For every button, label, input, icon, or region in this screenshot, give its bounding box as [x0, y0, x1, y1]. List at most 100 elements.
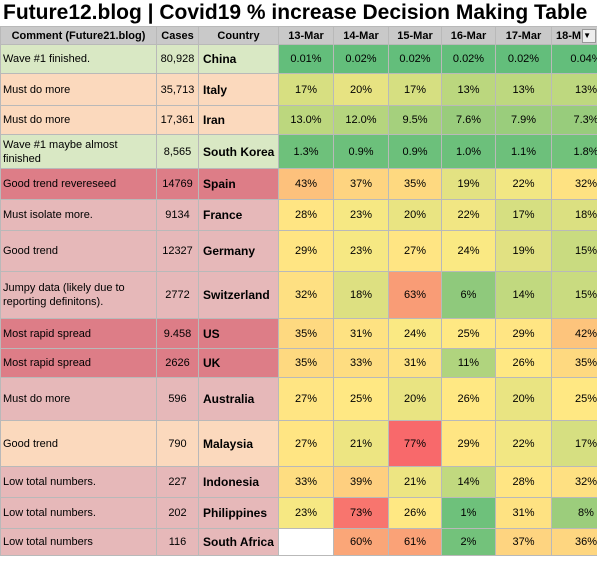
comment-cell[interactable]: Wave #1 maybe almost finished — [0, 134, 157, 169]
percent-increase-cell[interactable]: 23% — [333, 230, 389, 272]
header-cases[interactable]: Cases — [156, 26, 199, 45]
comment-cell[interactable]: Most rapid spread — [0, 348, 157, 378]
percent-increase-cell[interactable]: 27% — [278, 420, 334, 467]
percent-increase-cell[interactable]: 29% — [495, 318, 552, 349]
percent-increase-cell[interactable]: 20% — [333, 73, 389, 106]
country-cell[interactable]: China — [198, 44, 279, 74]
cases-cell[interactable]: 17,361 — [156, 105, 199, 135]
percent-increase-cell[interactable]: 33% — [278, 466, 334, 498]
percent-increase-cell[interactable]: 25% — [551, 377, 597, 421]
percent-increase-cell[interactable]: 23% — [278, 497, 334, 529]
percent-increase-cell[interactable]: 0.02% — [333, 44, 389, 74]
percent-increase-cell[interactable]: 25% — [441, 318, 496, 349]
country-cell[interactable]: Iran — [198, 105, 279, 135]
percent-increase-cell[interactable]: 17% — [278, 73, 334, 106]
percent-increase-cell[interactable]: 8% — [551, 497, 597, 529]
comment-cell[interactable]: Low total numbers — [0, 528, 157, 556]
percent-increase-cell[interactable]: 77% — [388, 420, 442, 467]
percent-increase-cell[interactable]: 7.9% — [495, 105, 552, 135]
country-cell[interactable]: South Korea — [198, 134, 279, 169]
comment-cell[interactable]: Low total numbers. — [0, 497, 157, 529]
cases-cell[interactable]: 2626 — [156, 348, 199, 378]
country-cell[interactable]: Spain — [198, 168, 279, 200]
country-cell[interactable]: Indonesia — [198, 466, 279, 498]
cases-cell[interactable]: 80,928 — [156, 44, 199, 74]
percent-increase-cell[interactable]: 32% — [278, 271, 334, 319]
percent-increase-cell[interactable]: 43% — [278, 168, 334, 200]
percent-increase-cell[interactable]: 20% — [495, 377, 552, 421]
cases-cell[interactable]: 9134 — [156, 199, 199, 231]
percent-increase-cell[interactable]: 26% — [388, 497, 442, 529]
cases-cell[interactable]: 12327 — [156, 230, 199, 272]
percent-increase-cell[interactable]: 20% — [388, 377, 442, 421]
percent-increase-cell[interactable]: 32% — [551, 168, 597, 200]
comment-cell[interactable]: Must isolate more. — [0, 199, 157, 231]
comment-cell[interactable]: Good trend — [0, 230, 157, 272]
percent-increase-cell[interactable]: 42% — [551, 318, 597, 349]
country-cell[interactable]: Germany — [198, 230, 279, 272]
cases-cell[interactable]: 8,565 — [156, 134, 199, 169]
cases-cell[interactable]: 2772 — [156, 271, 199, 319]
percent-increase-cell[interactable]: 26% — [495, 348, 552, 378]
percent-increase-cell[interactable]: 14% — [441, 466, 496, 498]
percent-increase-cell[interactable]: 1.1% — [495, 134, 552, 169]
cases-cell[interactable]: 116 — [156, 528, 199, 556]
percent-increase-cell[interactable]: 61% — [388, 528, 442, 556]
header-date-13-mar[interactable]: 13-Mar — [278, 26, 334, 45]
percent-increase-cell[interactable]: 21% — [388, 466, 442, 498]
percent-increase-cell[interactable]: 7.3% — [551, 105, 597, 135]
percent-increase-cell[interactable]: 37% — [495, 528, 552, 556]
percent-increase-cell[interactable]: 24% — [441, 230, 496, 272]
comment-cell[interactable]: Low total numbers. — [0, 466, 157, 498]
percent-increase-cell[interactable]: 1.8% — [551, 134, 597, 169]
percent-increase-cell[interactable]: 13.0% — [278, 105, 334, 135]
country-cell[interactable]: South Africa — [198, 528, 279, 556]
percent-increase-cell[interactable]: 22% — [441, 199, 496, 231]
comment-cell[interactable]: Must do more — [0, 73, 157, 106]
comment-cell[interactable]: Wave #1 finished. — [0, 44, 157, 74]
percent-increase-cell[interactable]: 27% — [278, 377, 334, 421]
percent-increase-cell[interactable]: 27% — [388, 230, 442, 272]
country-cell[interactable]: Switzerland — [198, 271, 279, 319]
country-cell[interactable]: Philippines — [198, 497, 279, 529]
cases-cell[interactable]: 227 — [156, 466, 199, 498]
percent-increase-cell[interactable]: 60% — [333, 528, 389, 556]
percent-increase-cell[interactable]: 28% — [278, 199, 334, 231]
comment-cell[interactable]: Good trend revereseed — [0, 168, 157, 200]
country-cell[interactable]: Australia — [198, 377, 279, 421]
percent-increase-cell[interactable]: 24% — [388, 318, 442, 349]
filter-dropdown-icon[interactable]: ▼ — [582, 28, 597, 43]
percent-increase-cell[interactable]: 0.01% — [278, 44, 334, 74]
percent-increase-cell[interactable]: 31% — [333, 318, 389, 349]
percent-increase-cell[interactable]: 21% — [333, 420, 389, 467]
percent-increase-cell[interactable]: 13% — [495, 73, 552, 106]
percent-increase-cell[interactable]: 17% — [388, 73, 442, 106]
percent-increase-cell[interactable]: 35% — [278, 348, 334, 378]
percent-increase-cell[interactable]: 31% — [388, 348, 442, 378]
percent-increase-cell[interactable] — [278, 528, 334, 556]
percent-increase-cell[interactable]: 36% — [551, 528, 597, 556]
percent-increase-cell[interactable]: 19% — [495, 230, 552, 272]
header-date-16-mar[interactable]: 16-Mar — [441, 26, 496, 45]
cases-cell[interactable]: 202 — [156, 497, 199, 529]
percent-increase-cell[interactable]: 11% — [441, 348, 496, 378]
cases-cell[interactable]: 14769 — [156, 168, 199, 200]
percent-increase-cell[interactable]: 18% — [333, 271, 389, 319]
percent-increase-cell[interactable]: 7.6% — [441, 105, 496, 135]
comment-cell[interactable]: Most rapid spread — [0, 318, 157, 349]
percent-increase-cell[interactable]: 0.02% — [441, 44, 496, 74]
percent-increase-cell[interactable]: 73% — [333, 497, 389, 529]
cases-cell[interactable]: 35,713 — [156, 73, 199, 106]
comment-cell[interactable]: Jumpy data (likely due to reporting defi… — [0, 271, 157, 319]
percent-increase-cell[interactable]: 35% — [551, 348, 597, 378]
percent-increase-cell[interactable]: 39% — [333, 466, 389, 498]
percent-increase-cell[interactable]: 31% — [495, 497, 552, 529]
cases-cell[interactable]: 9.458 — [156, 318, 199, 349]
percent-increase-cell[interactable]: 15% — [551, 271, 597, 319]
percent-increase-cell[interactable]: 17% — [495, 199, 552, 231]
percent-increase-cell[interactable]: 0.02% — [388, 44, 442, 74]
comment-cell[interactable]: Good trend — [0, 420, 157, 467]
country-cell[interactable]: Malaysia — [198, 420, 279, 467]
percent-increase-cell[interactable]: 22% — [495, 168, 552, 200]
percent-increase-cell[interactable]: 1.0% — [441, 134, 496, 169]
